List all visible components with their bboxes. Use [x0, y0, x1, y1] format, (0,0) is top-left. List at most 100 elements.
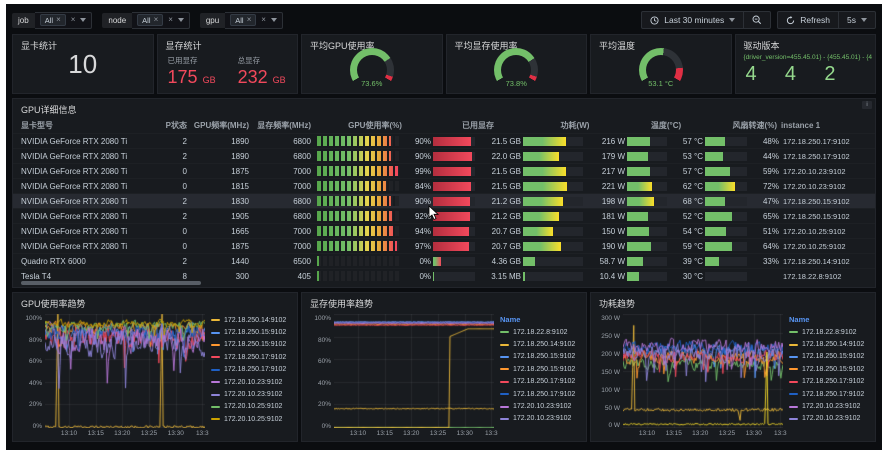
table-row[interactable]: Tesla T4 8 300 405 0% 3.15 MB 10.4 W 30 °C 172.1…: [13, 268, 875, 283]
legend-label: 172.20.10.23:9102: [802, 415, 861, 423]
legend-item[interactable]: 172.18.250.14:9102: [789, 338, 871, 350]
table-row[interactable]: NVIDIA GeForce RTX 2080 Ti 2 1905 6800 92% 21…: [13, 208, 875, 223]
legend-item[interactable]: 172.20.10.25:9102: [211, 413, 293, 425]
table-horizontal-scrollbar[interactable]: [21, 281, 201, 285]
refresh-interval-label: 5s: [847, 15, 856, 25]
refresh-interval-picker[interactable]: 5s: [839, 11, 876, 29]
legend-item[interactable]: 172.20.10.23:9102: [211, 388, 293, 400]
column-header[interactable]: 显卡型号: [21, 121, 53, 130]
instance-cell: 172.20.10.25:9102: [783, 241, 846, 251]
table-row[interactable]: NVIDIA GeForce RTX 2080 Ti 0 1665 7000 94% 20…: [13, 223, 875, 238]
metric-bar: [705, 136, 747, 146]
clear-icon[interactable]: ×: [70, 15, 76, 24]
zoom-out-button[interactable]: [744, 11, 772, 29]
led-bar-cover: [318, 256, 399, 266]
legend-item[interactable]: 172.18.250.15:9102: [789, 351, 871, 363]
y-tick-label: 200 W: [601, 350, 620, 358]
legend-item[interactable]: 172.18.250.17:9102: [500, 376, 582, 388]
legend-item[interactable]: 172.18.250.15:9102: [211, 326, 293, 338]
variable-value-tag[interactable]: All ×: [230, 14, 257, 26]
metric-bar-fill: [705, 196, 725, 206]
table-row[interactable]: NVIDIA GeForce RTX 2080 Ti 2 1890 6800 90% 21…: [13, 133, 875, 148]
panel-mem-util-trend: 显存使用率趋势 100% 80% 60% 40% 20% 0% 13:10 13:15 13:…: [301, 292, 587, 442]
legend-item[interactable]: 172.18.22.8:9102: [789, 326, 871, 338]
legend-item[interactable]: 172.18.250.17:9102: [211, 351, 293, 363]
driver-version-label: {driver_version=455.45.01} - {455.45.01}…: [743, 54, 872, 61]
table-row[interactable]: NVIDIA GeForce RTX 2080 Ti 0 1815 7000 84% 21…: [13, 178, 875, 193]
legend-item[interactable]: 172.18.250.14:9102: [500, 338, 582, 350]
metric-cell: 21.2 GB: [433, 196, 523, 206]
gpu-util-value: 90%: [414, 151, 431, 161]
remove-tag-icon[interactable]: ×: [246, 15, 252, 24]
table-row[interactable]: Quadro RTX 6000 2 1440 6500 0% 4.36 GB 58.7 W 3…: [13, 253, 875, 268]
metric-bar-fill: [627, 151, 649, 161]
chevron-down-icon[interactable]: [270, 18, 277, 22]
legend-item[interactable]: 172.18.250.15:9102: [500, 351, 582, 363]
legend-item[interactable]: 172.20.10.23:9102: [500, 400, 582, 412]
metric-cell: 10.4 W: [523, 271, 627, 281]
legend-item[interactable]: 172.20.10.25:9102: [211, 401, 293, 413]
panel-title: 显存使用率趋势: [310, 299, 374, 309]
metric-cell: 72%: [705, 181, 781, 191]
mem-clock-cell: 6800: [293, 136, 311, 146]
legend-item[interactable]: 172.20.10.23:9102: [500, 413, 582, 425]
panel-info-icon[interactable]: i: [862, 101, 872, 109]
metric-cell: 21.5 GB: [433, 181, 523, 191]
legend-item[interactable]: 172.18.250.17:9102: [789, 388, 871, 400]
legend-item[interactable]: 172.18.250.17:9102: [211, 364, 293, 376]
chevron-down-icon[interactable]: [177, 18, 184, 22]
metric-bar-fill: [433, 151, 472, 161]
column-header[interactable]: 已用显存: [462, 121, 494, 130]
legend-item[interactable]: 172.20.10.23:9102: [789, 413, 871, 425]
table-row[interactable]: NVIDIA GeForce RTX 2080 Ti 2 1890 6800 90% 22…: [13, 148, 875, 163]
legend-item[interactable]: 172.18.22.8:9102: [500, 326, 582, 338]
remove-tag-icon[interactable]: ×: [56, 15, 61, 24]
legend-item[interactable]: 172.18.250.17:9102: [500, 388, 582, 400]
table-row[interactable]: NVIDIA GeForce RTX 2080 Ti 0 1875 7000 99% 21…: [13, 163, 875, 178]
metric-value: 59%: [762, 166, 779, 176]
y-tick-label: 100 W: [601, 386, 620, 394]
metric-cell: 39 °C: [627, 256, 705, 266]
column-header[interactable]: 显存频率(MHz): [257, 121, 311, 130]
column-header[interactable]: P状态: [165, 121, 187, 130]
column-header[interactable]: instance 1: [781, 121, 821, 130]
gauge-value: 53.1 °C: [648, 79, 674, 88]
variable-value-box[interactable]: All × ×: [34, 11, 93, 29]
metric-cell: 62 °C: [627, 181, 705, 191]
legend-swatch: [500, 405, 509, 408]
column-header[interactable]: GPU频率(MHz): [193, 121, 249, 130]
column-header[interactable]: 风扇转速(%): [732, 121, 777, 130]
metric-bar: [627, 241, 667, 251]
variable-value-tag[interactable]: All ×: [39, 14, 66, 26]
legend-item[interactable]: 172.18.250.15:9102: [211, 339, 293, 351]
gpu-clock-cell: 1815: [231, 181, 249, 191]
refresh-button[interactable]: Refresh: [777, 11, 840, 29]
variable-value-box[interactable]: All × ×: [132, 11, 190, 29]
clear-icon[interactable]: ×: [168, 15, 173, 24]
variable-value-tag[interactable]: All ×: [137, 14, 164, 26]
led-bar-cover: [318, 271, 399, 281]
legend-item[interactable]: 172.20.10.23:9102: [789, 400, 871, 412]
gpu-util-value: 94%: [414, 226, 431, 236]
legend-item[interactable]: 172.18.250.15:9102: [500, 363, 582, 375]
metric-value: 30 °C: [682, 271, 703, 281]
chevron-down-icon[interactable]: [80, 18, 87, 22]
legend-item[interactable]: 172.20.10.23:9102: [211, 376, 293, 388]
variable-value-box[interactable]: All × ×: [225, 11, 283, 29]
time-range-picker[interactable]: Last 30 minutes: [641, 11, 745, 29]
legend-item[interactable]: 172.18.250.15:9102: [789, 363, 871, 375]
instance-cell: 172.20.10.25:9102: [783, 226, 846, 236]
remove-tag-icon[interactable]: ×: [153, 15, 159, 24]
metric-bar: [705, 211, 747, 221]
metric-bar-fill: [523, 151, 559, 161]
column-header[interactable]: 功耗(W): [560, 121, 590, 130]
toolbar-right: Last 30 minutes Refresh 5s: [641, 11, 876, 29]
metric-value: 3.15 MB: [491, 271, 521, 281]
clear-icon[interactable]: ×: [261, 15, 266, 24]
legend-item[interactable]: 172.18.250.17:9102: [789, 376, 871, 388]
column-header[interactable]: GPU使用率(%): [348, 121, 402, 130]
table-row[interactable]: NVIDIA GeForce RTX 2080 Ti 0 1875 7000 97% 20…: [13, 238, 875, 253]
table-row[interactable]: NVIDIA GeForce RTX 2080 Ti 2 1830 6800 90% 21…: [13, 193, 875, 208]
column-header[interactable]: 温度(°C): [650, 121, 682, 130]
legend-item[interactable]: 172.18.250.14:9102: [211, 314, 293, 326]
